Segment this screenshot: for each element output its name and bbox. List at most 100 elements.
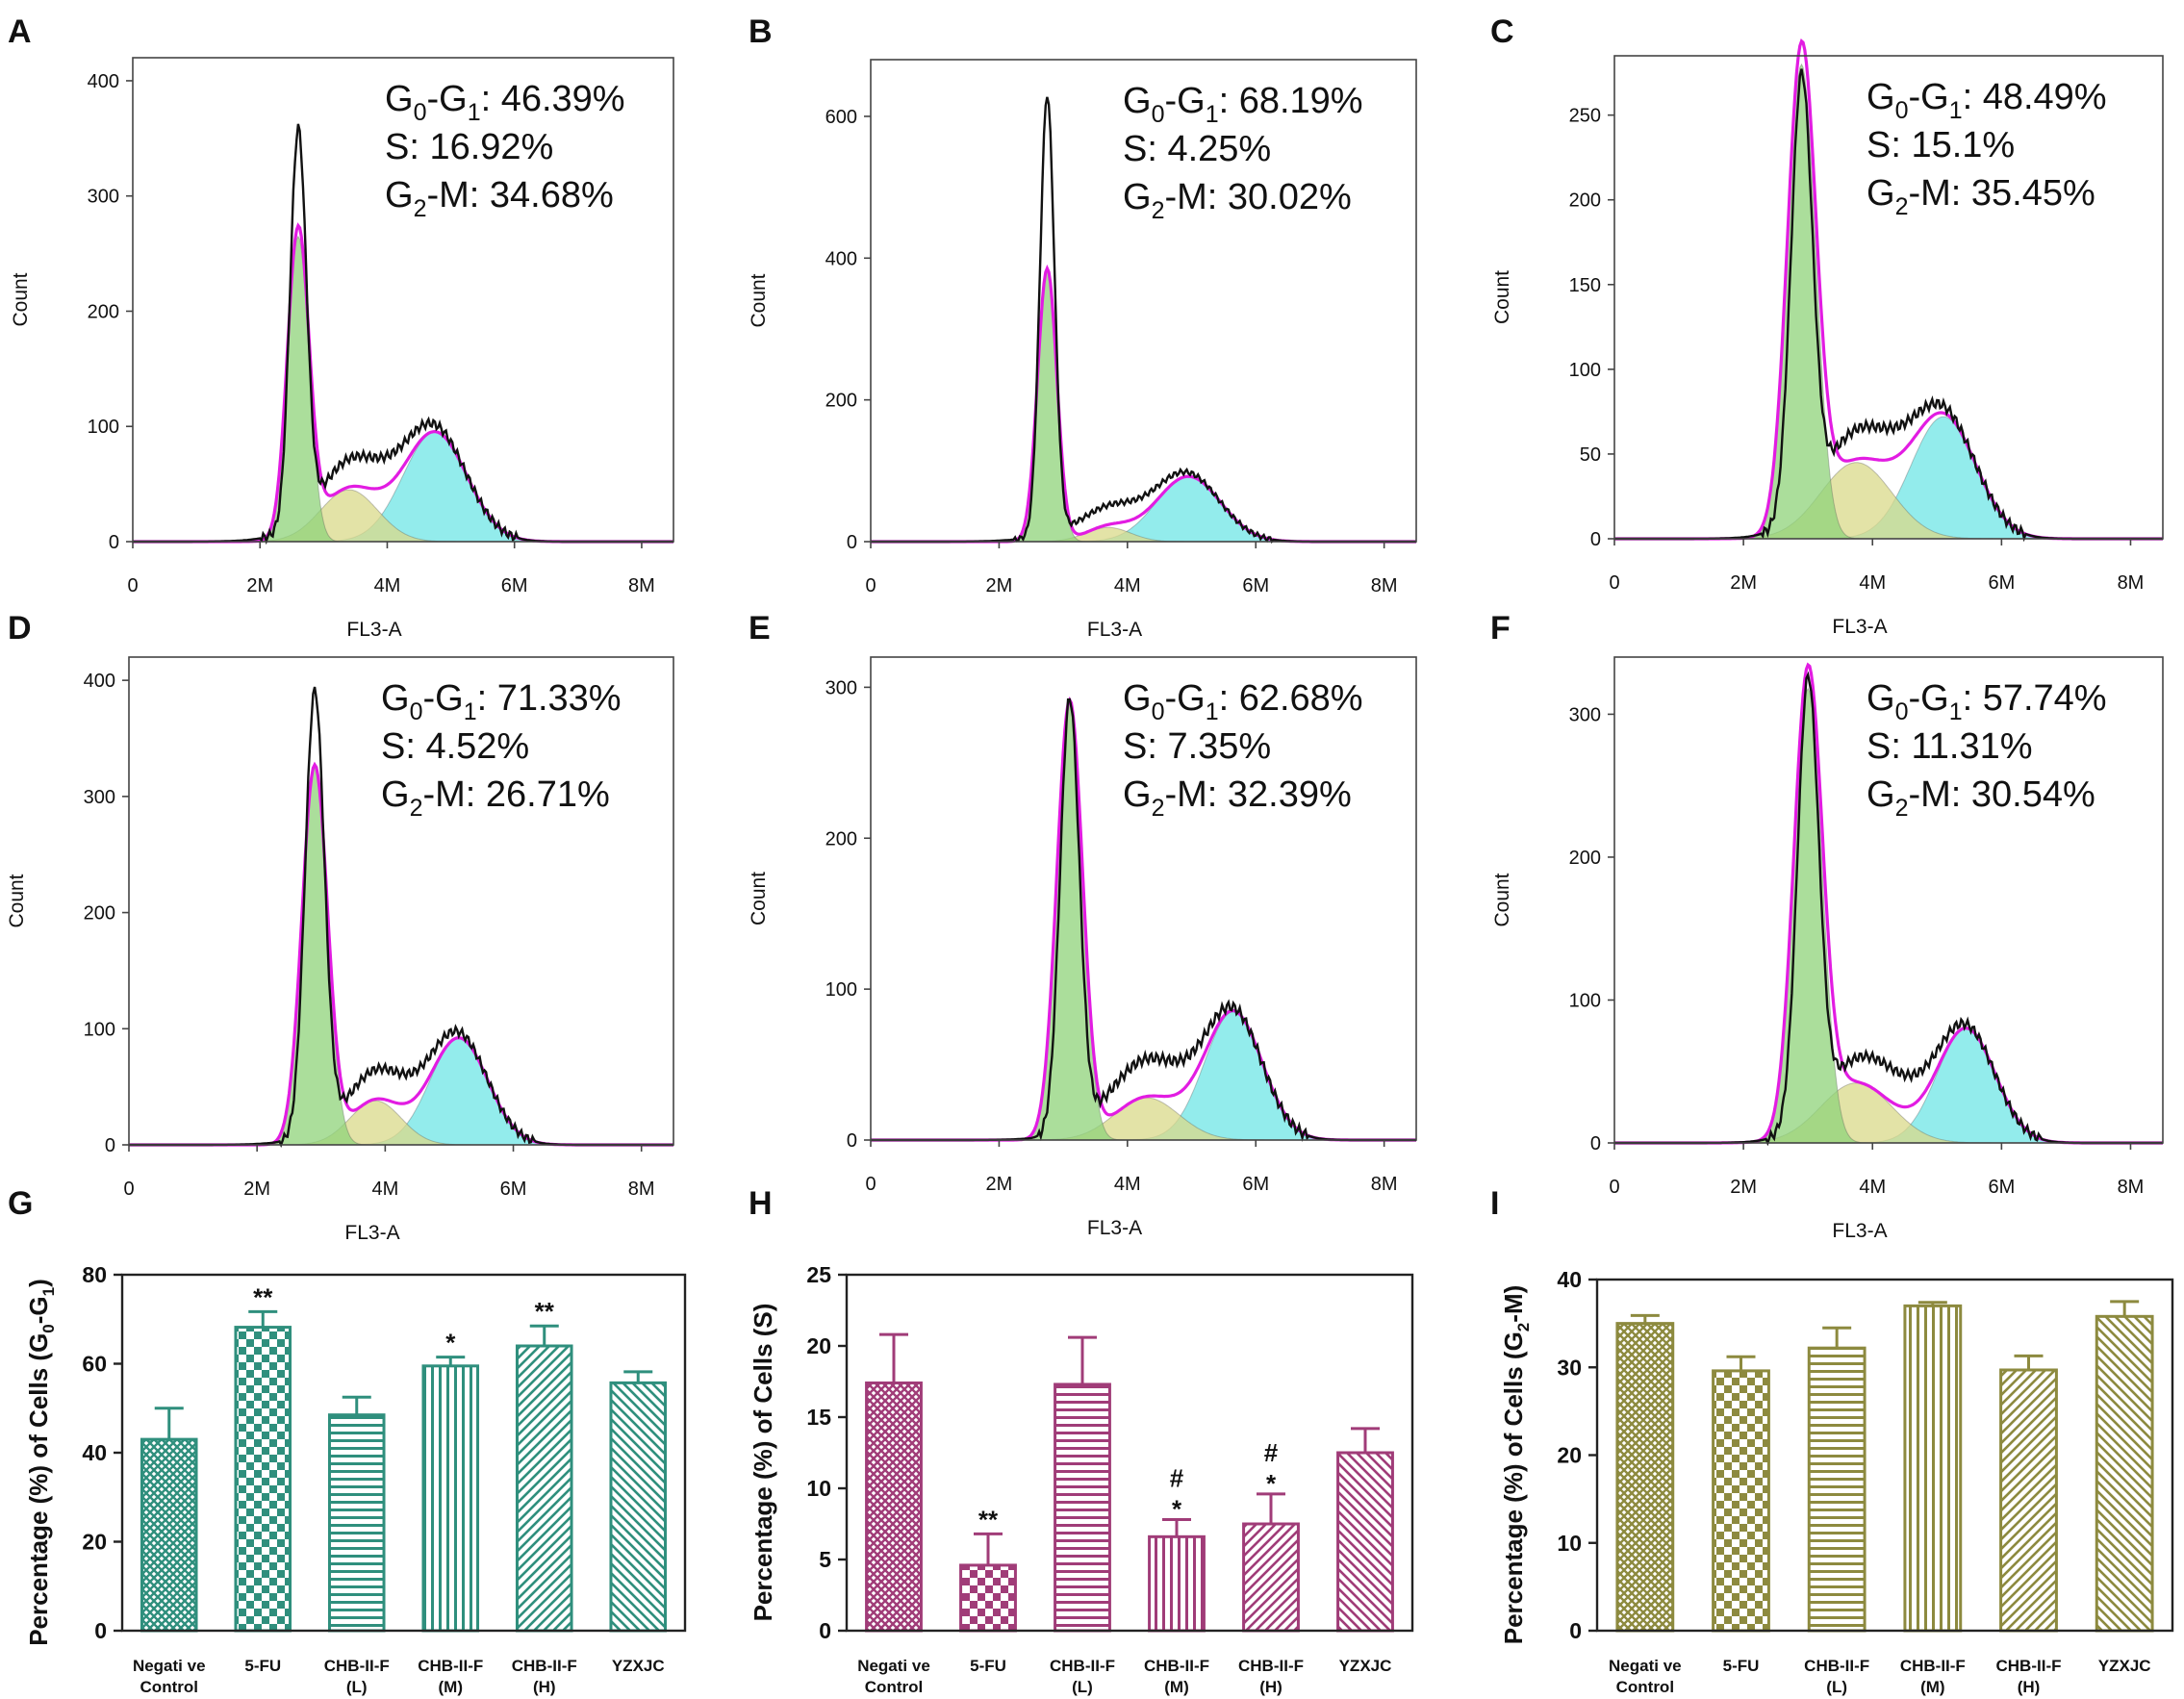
y-tick-label: 200 bbox=[84, 903, 115, 925]
y-tick-label: 80 bbox=[82, 1262, 107, 1287]
bar bbox=[421, 1364, 480, 1633]
panel-letter: D bbox=[8, 610, 32, 647]
plot-frame bbox=[1613, 656, 2164, 1144]
x-tick-label: 6M bbox=[1242, 575, 1269, 596]
y-tick-label: 100 bbox=[1569, 990, 1601, 1011]
y-tick-label: 150 bbox=[1569, 275, 1601, 296]
x-axis-label: FL3-A bbox=[346, 619, 401, 641]
x-tick-label: 6M bbox=[1988, 572, 2015, 594]
y-tick-label: 100 bbox=[1569, 360, 1601, 381]
y-tick-label: 10 bbox=[806, 1476, 831, 1501]
plot-frame bbox=[132, 57, 674, 543]
y-tick-label: 200 bbox=[1569, 848, 1601, 869]
y-tick-label: 0 bbox=[819, 1618, 831, 1643]
synthesis-component bbox=[1614, 462, 2163, 540]
y-tick-label: 400 bbox=[825, 248, 857, 269]
x-tick-label: 0 bbox=[1609, 572, 1619, 594]
panel-letter: G bbox=[8, 1185, 33, 1222]
y-tick-label: 100 bbox=[84, 1019, 115, 1040]
x-axis-label: FL3-A bbox=[1087, 1217, 1142, 1239]
y-tick-label: 5 bbox=[819, 1547, 831, 1572]
category-label: CHB-II-F bbox=[1144, 1657, 1209, 1675]
y-tick-label: 100 bbox=[88, 417, 119, 438]
g2-m-component bbox=[871, 475, 1416, 543]
significance-mark: # bbox=[1264, 1438, 1279, 1467]
category-label: 5-FU bbox=[244, 1657, 281, 1675]
significance-mark: * bbox=[1172, 1495, 1182, 1524]
y-tick-label: 15 bbox=[806, 1405, 831, 1430]
category-label-line2: (M) bbox=[1164, 1678, 1188, 1696]
synthesis-annotation: S: 11.31% bbox=[1867, 726, 2033, 767]
y-tick-label: 0 bbox=[1590, 529, 1601, 550]
y-tick-label: 0 bbox=[847, 532, 857, 553]
significance-mark: ** bbox=[535, 1297, 555, 1326]
x-tick-label: 6M bbox=[1242, 1174, 1269, 1195]
y-tick-label: 300 bbox=[1569, 704, 1601, 725]
x-tick-label: 4M bbox=[1859, 572, 1886, 594]
y-tick-label: 0 bbox=[1569, 1618, 1582, 1643]
panel-letter: A bbox=[8, 13, 32, 50]
plot-frame bbox=[870, 656, 1417, 1141]
category-label: 5-FU bbox=[970, 1657, 1006, 1675]
significance-mark: * bbox=[1266, 1469, 1277, 1498]
synthesis-annotation: S: 16.92% bbox=[385, 127, 553, 167]
y-axis-label: Percentage (%) of Cells (G2-M) bbox=[1499, 1285, 1533, 1645]
g2-m-annotation: G2-M: 35.45% bbox=[1867, 173, 2095, 220]
histogram-panel-f: 0 100 200 300 0 2M 4M 6M 8M FL3-A Count F G0-G1: 57.… bbox=[1490, 610, 2164, 1242]
x-axis-label: FL3-A bbox=[1087, 619, 1142, 641]
x-tick-label: 6M bbox=[501, 575, 528, 596]
category-label: CHB-II-F bbox=[1238, 1657, 1304, 1675]
bar bbox=[327, 1413, 386, 1633]
category-label: CHB-II-F bbox=[1900, 1657, 1966, 1675]
x-tick-label: 8M bbox=[1371, 575, 1398, 596]
bar bbox=[1999, 1368, 2058, 1633]
g0-g1-annotation: G0-G1: 62.68% bbox=[1123, 678, 1363, 725]
y-tick-label: 200 bbox=[1569, 190, 1601, 212]
y-tick-label: 50 bbox=[1580, 444, 1601, 466]
significance-mark: ** bbox=[253, 1282, 273, 1311]
category-label: CHB-II-F bbox=[1050, 1657, 1115, 1675]
y-tick-label: 25 bbox=[806, 1262, 831, 1287]
histogram-panel-d: 0 100 200 300 400 0 2M 4M 6M 8M FL3-A Count D G0-G1: … bbox=[6, 610, 674, 1244]
synthesis-component bbox=[1614, 1082, 2163, 1144]
x-tick-label: 8M bbox=[628, 575, 655, 596]
histogram-panel-b: 0 200 400 600 0 2M 4M 6M 8M FL3-A Count B G0-G1: 68.… bbox=[748, 13, 1417, 641]
histogram-panel-e: 0 100 200 300 0 2M 4M 6M 8M FL3-A Count E G0-G1: 62.… bbox=[748, 610, 1417, 1239]
panel-letter: H bbox=[749, 1185, 773, 1222]
y-axis-label: Count bbox=[10, 272, 32, 326]
bar-panel-g: Negati ve Control ** 5-FU CHB-II-F (L) * CHB-II… bbox=[8, 1185, 687, 1696]
category-label: YZXJC bbox=[2098, 1657, 2151, 1675]
g2-m-component bbox=[133, 431, 673, 543]
y-axis-label: Count bbox=[1491, 270, 1513, 324]
x-tick-label: 6M bbox=[1988, 1177, 2015, 1198]
bar bbox=[1054, 1382, 1111, 1633]
x-tick-label: 0 bbox=[865, 575, 876, 596]
y-tick-label: 200 bbox=[825, 391, 857, 412]
x-tick-label: 8M bbox=[1371, 1174, 1398, 1195]
x-tick-label: 4M bbox=[1114, 575, 1141, 596]
y-tick-label: 0 bbox=[847, 1130, 857, 1152]
g0-g1-annotation: G0-G1: 68.19% bbox=[1123, 81, 1363, 128]
category-label-line2: (H) bbox=[1259, 1678, 1282, 1696]
g2-m-annotation: G2-M: 34.68% bbox=[385, 175, 614, 222]
x-tick-label: 6M bbox=[500, 1179, 527, 1200]
x-tick-label: 2M bbox=[1730, 1177, 1757, 1198]
g2-m-annotation: G2-M: 32.39% bbox=[1123, 774, 1352, 822]
y-tick-label: 60 bbox=[82, 1352, 107, 1377]
plot-frame bbox=[128, 656, 674, 1146]
category-label-line2: (L) bbox=[346, 1678, 368, 1696]
g0-g1-component bbox=[129, 766, 673, 1146]
x-tick-label: 2M bbox=[246, 575, 273, 596]
y-tick-label: 10 bbox=[1557, 1531, 1582, 1556]
bar bbox=[1903, 1304, 1963, 1633]
x-tick-label: 0 bbox=[123, 1179, 134, 1200]
category-label-line2: (H) bbox=[2018, 1678, 2041, 1696]
panel-letter: B bbox=[749, 13, 773, 50]
significance-mark: # bbox=[1170, 1464, 1184, 1493]
x-tick-label: 0 bbox=[865, 1174, 876, 1195]
x-tick-label: 2M bbox=[986, 1174, 1013, 1195]
bar bbox=[1148, 1534, 1206, 1633]
x-tick-label: 8M bbox=[2118, 572, 2145, 594]
model-fit-line bbox=[871, 264, 1416, 544]
category-label-line2: (H) bbox=[533, 1678, 556, 1696]
